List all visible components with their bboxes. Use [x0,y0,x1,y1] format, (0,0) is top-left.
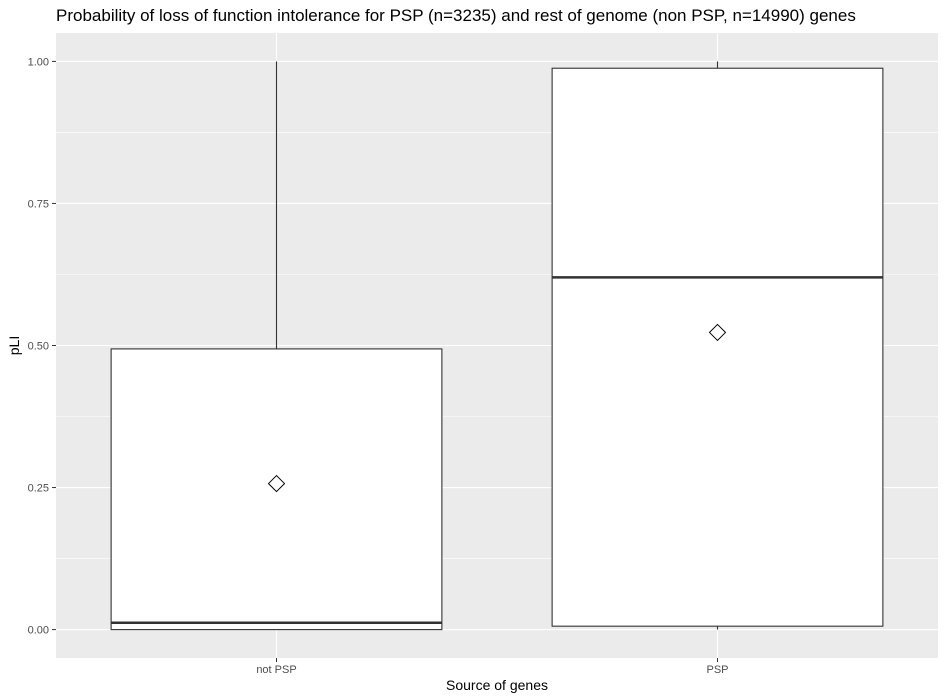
box-iqr [551,67,884,627]
y-tick-label: 0.50 [28,341,49,353]
box-psp [551,61,884,630]
x-tick-label: not PSP [256,664,296,676]
mean-diamond-marker [708,323,727,342]
y-tick-label: 1.00 [28,56,49,68]
y-tick-label: 0.00 [28,625,49,637]
x-axis-title: Source of genes [446,677,548,693]
y-axis: 0.00 0.25 0.50 0.75 1.00 [28,56,56,637]
boxes [110,61,884,631]
y-axis-title: pLI [6,336,22,355]
y-tick-label: 0.75 [28,198,49,210]
y-tick-label: 0.25 [28,483,49,495]
box-not-psp [110,61,443,631]
x-tick-label: PSP [706,664,728,676]
mean-diamond-marker [267,474,286,493]
box-iqr [110,348,443,631]
x-axis: not PSP PSP [256,658,729,676]
chart-title: Probability of loss of function intolera… [56,6,856,25]
